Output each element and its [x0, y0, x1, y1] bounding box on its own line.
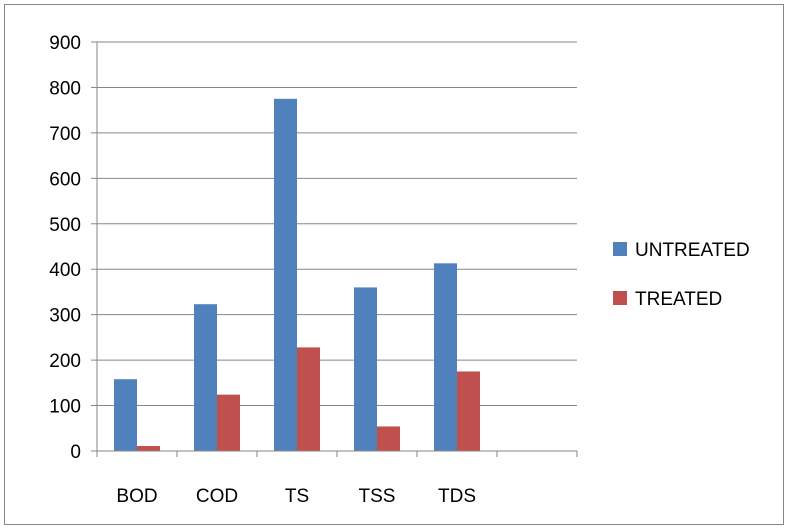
y-tick-label: 500: [49, 215, 81, 236]
legend-swatch-untreated: [613, 242, 627, 256]
chart-frame: 0 100 200 300 400 500 600 700 800 900 BOD COD TS TSS T…: [4, 4, 784, 525]
bars: [114, 98, 480, 452]
bar-treated-bod: [137, 446, 160, 451]
bar-treated-cod: [217, 394, 240, 451]
bar-treated-ts: [297, 347, 320, 451]
bar-untreated-bod: [114, 379, 137, 451]
legend-label: UNTREATED: [635, 240, 750, 261]
x-tick-label: BOD: [116, 486, 157, 507]
bar-untreated-tss: [354, 287, 377, 451]
x-tick-label: TS: [285, 486, 309, 507]
y-tick-label: 300: [49, 306, 81, 327]
y-tick-label: 800: [49, 78, 81, 99]
legend-swatch-treated: [613, 291, 627, 305]
y-tick-label: 400: [49, 260, 81, 281]
y-tick-label: 0: [70, 442, 81, 463]
x-tick-label: COD: [196, 486, 238, 507]
legend: UNTREATED TREATED: [613, 240, 750, 310]
y-tick-label: 200: [49, 351, 81, 372]
bar-untreated-cod: [194, 304, 217, 451]
bar-treated-tds: [457, 371, 480, 451]
legend-label: TREATED: [635, 289, 722, 310]
y-tick-label: 100: [49, 397, 81, 418]
x-tick-label: TSS: [359, 486, 396, 507]
bar-untreated-ts: [274, 98, 297, 452]
x-tick-label: TDS: [438, 486, 476, 507]
y-tick-label: 600: [49, 169, 81, 190]
y-tick-label: 700: [49, 124, 81, 145]
bar-chart: 0 100 200 300 400 500 600 700 800 900 BOD COD TS TSS T…: [49, 33, 750, 507]
y-tick-label: 900: [49, 33, 81, 54]
tick-labels: 0 100 200 300 400 500 600 700 800 900 BOD COD TS TSS T…: [49, 33, 476, 507]
gridlines: [97, 41, 577, 407]
axes: [91, 41, 578, 457]
bar-treated-tss: [377, 426, 400, 451]
bar-untreated-tds: [434, 263, 457, 451]
